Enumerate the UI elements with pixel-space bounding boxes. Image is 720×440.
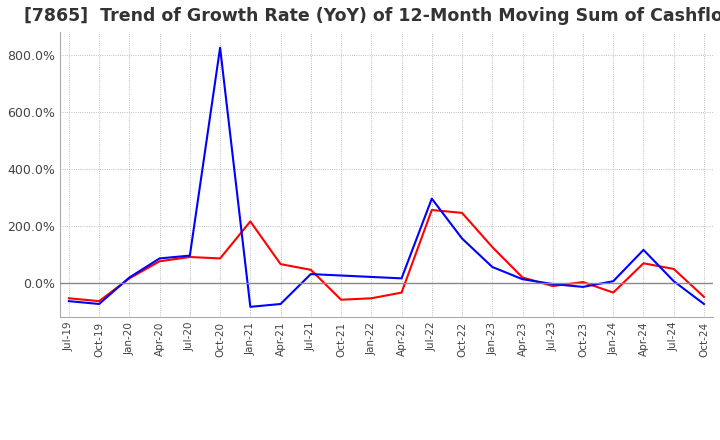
Operating Cashflow bbox=[609, 290, 618, 295]
Free Cashflow bbox=[488, 264, 497, 270]
Free Cashflow bbox=[337, 273, 346, 278]
Operating Cashflow bbox=[639, 260, 648, 266]
Operating Cashflow bbox=[700, 294, 708, 300]
Operating Cashflow bbox=[65, 296, 73, 301]
Operating Cashflow bbox=[216, 256, 225, 261]
Free Cashflow bbox=[579, 284, 588, 290]
Title: [7865]  Trend of Growth Rate (YoY) of 12-Month Moving Sum of Cashflows: [7865] Trend of Growth Rate (YoY) of 12-… bbox=[24, 7, 720, 25]
Operating Cashflow bbox=[307, 267, 315, 272]
Free Cashflow bbox=[397, 276, 406, 281]
Free Cashflow bbox=[609, 279, 618, 284]
Free Cashflow bbox=[307, 271, 315, 277]
Free Cashflow bbox=[276, 301, 285, 307]
Free Cashflow bbox=[156, 256, 164, 261]
Operating Cashflow bbox=[367, 296, 376, 301]
Free Cashflow bbox=[549, 282, 557, 287]
Operating Cashflow bbox=[95, 298, 104, 304]
Free Cashflow bbox=[95, 301, 104, 307]
Operating Cashflow bbox=[458, 210, 467, 216]
Operating Cashflow bbox=[397, 290, 406, 295]
Operating Cashflow bbox=[518, 275, 527, 280]
Free Cashflow bbox=[65, 298, 73, 304]
Operating Cashflow bbox=[428, 207, 436, 213]
Operating Cashflow bbox=[549, 283, 557, 289]
Free Cashflow bbox=[518, 277, 527, 282]
Free Cashflow bbox=[367, 274, 376, 279]
Operating Cashflow bbox=[276, 261, 285, 267]
Operating Cashflow bbox=[246, 219, 255, 224]
Free Cashflow bbox=[216, 45, 225, 50]
Free Cashflow bbox=[428, 196, 436, 201]
Operating Cashflow bbox=[186, 254, 194, 260]
Free Cashflow bbox=[458, 236, 467, 241]
Free Cashflow bbox=[670, 279, 678, 284]
Free Cashflow bbox=[700, 301, 708, 307]
Operating Cashflow bbox=[579, 279, 588, 285]
Free Cashflow bbox=[246, 304, 255, 309]
Operating Cashflow bbox=[156, 259, 164, 264]
Operating Cashflow bbox=[488, 244, 497, 249]
Free Cashflow bbox=[639, 247, 648, 253]
Free Cashflow bbox=[125, 275, 134, 280]
Free Cashflow bbox=[186, 253, 194, 258]
Line: Free Cashflow: Free Cashflow bbox=[69, 48, 704, 307]
Line: Operating Cashflow: Operating Cashflow bbox=[69, 210, 704, 301]
Legend: Operating Cashflow, Free Cashflow: Operating Cashflow, Free Cashflow bbox=[216, 435, 557, 440]
Operating Cashflow bbox=[670, 266, 678, 271]
Operating Cashflow bbox=[337, 297, 346, 302]
Operating Cashflow bbox=[125, 276, 134, 281]
